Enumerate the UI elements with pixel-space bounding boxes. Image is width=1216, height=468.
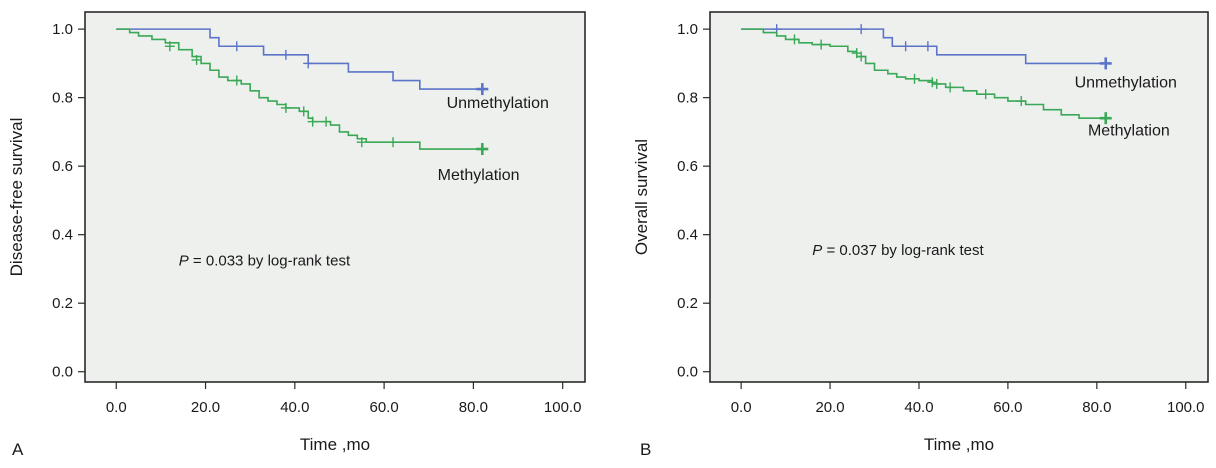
y-axis-title: Disease-free survival bbox=[7, 118, 26, 277]
series-label: Unmethylation bbox=[447, 95, 549, 112]
survival-curve bbox=[116, 28, 483, 150]
panel-letter: A bbox=[12, 440, 24, 459]
censor-mark bbox=[922, 41, 933, 52]
censor-mark bbox=[303, 58, 314, 69]
x-tick-label: 60.0 bbox=[370, 399, 399, 416]
y-tick-label: 0.2 bbox=[677, 295, 698, 312]
x-axis-title: Time ,mo bbox=[300, 435, 370, 454]
censor-mark bbox=[1099, 57, 1112, 70]
censor-mark bbox=[164, 41, 175, 52]
series-unmethylation: Unmethylation bbox=[116, 28, 549, 112]
censor-mark bbox=[191, 54, 202, 65]
panel-letter: B bbox=[640, 440, 651, 459]
y-tick-label: 0.0 bbox=[52, 364, 73, 381]
censor-mark bbox=[816, 39, 827, 50]
p-value-text: = 0.037 by log-rank test bbox=[822, 242, 984, 259]
x-tick-label: 80.0 bbox=[1082, 399, 1111, 416]
plot-area bbox=[84, 11, 586, 383]
y-tick-label: 0.8 bbox=[677, 90, 698, 107]
survival-curve bbox=[116, 28, 483, 90]
series-methylation: Methylation bbox=[741, 28, 1170, 139]
series-label: Unmethylation bbox=[1075, 74, 1177, 91]
y-tick-label: 0.6 bbox=[52, 158, 73, 175]
x-tick-label: 0.0 bbox=[106, 399, 127, 416]
x-tick-label: 20.0 bbox=[191, 399, 220, 416]
censor-mark bbox=[980, 89, 991, 100]
plot-area bbox=[709, 11, 1209, 383]
censor-mark bbox=[909, 73, 920, 84]
series-methylation: Methylation bbox=[116, 28, 520, 184]
censor-mark bbox=[927, 77, 938, 88]
censor-mark bbox=[945, 82, 956, 93]
censor-mark bbox=[476, 143, 489, 156]
y-axis-title: Overall survival bbox=[632, 139, 651, 255]
y-tick-label: 0.4 bbox=[52, 227, 73, 244]
x-tick-label: 40.0 bbox=[280, 399, 309, 416]
censor-mark bbox=[476, 83, 489, 96]
p-value-text: = 0.033 by log-rank test bbox=[189, 253, 351, 270]
censor-mark bbox=[388, 137, 399, 148]
x-tick-label: 20.0 bbox=[815, 399, 844, 416]
censor-mark bbox=[856, 24, 867, 35]
censor-mark bbox=[307, 116, 318, 127]
y-tick-label: 0.2 bbox=[52, 295, 73, 312]
series-label: Methylation bbox=[1088, 122, 1170, 139]
censor-mark bbox=[1099, 112, 1112, 125]
censor-mark bbox=[280, 49, 291, 60]
censor-mark bbox=[789, 34, 800, 45]
x-tick-label: 80.0 bbox=[459, 399, 488, 416]
y-tick-label: 0.6 bbox=[677, 158, 698, 175]
p-value-annotation: P = 0.033 by log-rank test bbox=[179, 253, 351, 270]
p-symbol: P bbox=[179, 253, 189, 270]
chart-panel-a: 0.0 0.2 0.4 0.6 0.8 1.0 0.0 20.0 40.0 60.0 80.0 100… bbox=[7, 11, 586, 459]
p-symbol: P bbox=[812, 242, 822, 259]
censor-mark bbox=[298, 106, 309, 117]
chart-panel-b: 0.0 0.2 0.4 0.6 0.8 1.0 0.0 20.0 40.0 60.0 80.0 100… bbox=[632, 11, 1209, 459]
censor-mark bbox=[231, 41, 242, 52]
censor-mark bbox=[280, 102, 291, 113]
p-value-annotation: P = 0.037 by log-rank test bbox=[812, 242, 984, 259]
y-tick-label: 0.4 bbox=[677, 227, 698, 244]
censor-mark bbox=[1016, 96, 1027, 107]
censor-mark bbox=[856, 51, 867, 62]
x-tick-label: 100.0 bbox=[1167, 399, 1205, 416]
x-tick-label: 0.0 bbox=[731, 399, 752, 416]
y-tick-label: 0.8 bbox=[52, 90, 73, 107]
x-tick-label: 60.0 bbox=[993, 399, 1022, 416]
censor-mark bbox=[900, 41, 911, 52]
series-label: Methylation bbox=[438, 167, 520, 184]
x-tick-label: 40.0 bbox=[904, 399, 933, 416]
censor-mark bbox=[931, 78, 942, 89]
censor-mark bbox=[321, 116, 332, 127]
censor-mark bbox=[356, 137, 367, 148]
x-tick-label: 100.0 bbox=[544, 399, 582, 416]
y-tick-label: 1.0 bbox=[52, 21, 73, 38]
y-tick-label: 0.0 bbox=[677, 364, 698, 381]
censor-mark bbox=[231, 75, 242, 86]
y-tick-label: 1.0 bbox=[677, 21, 698, 38]
x-axis-title: Time ,mo bbox=[924, 435, 994, 454]
